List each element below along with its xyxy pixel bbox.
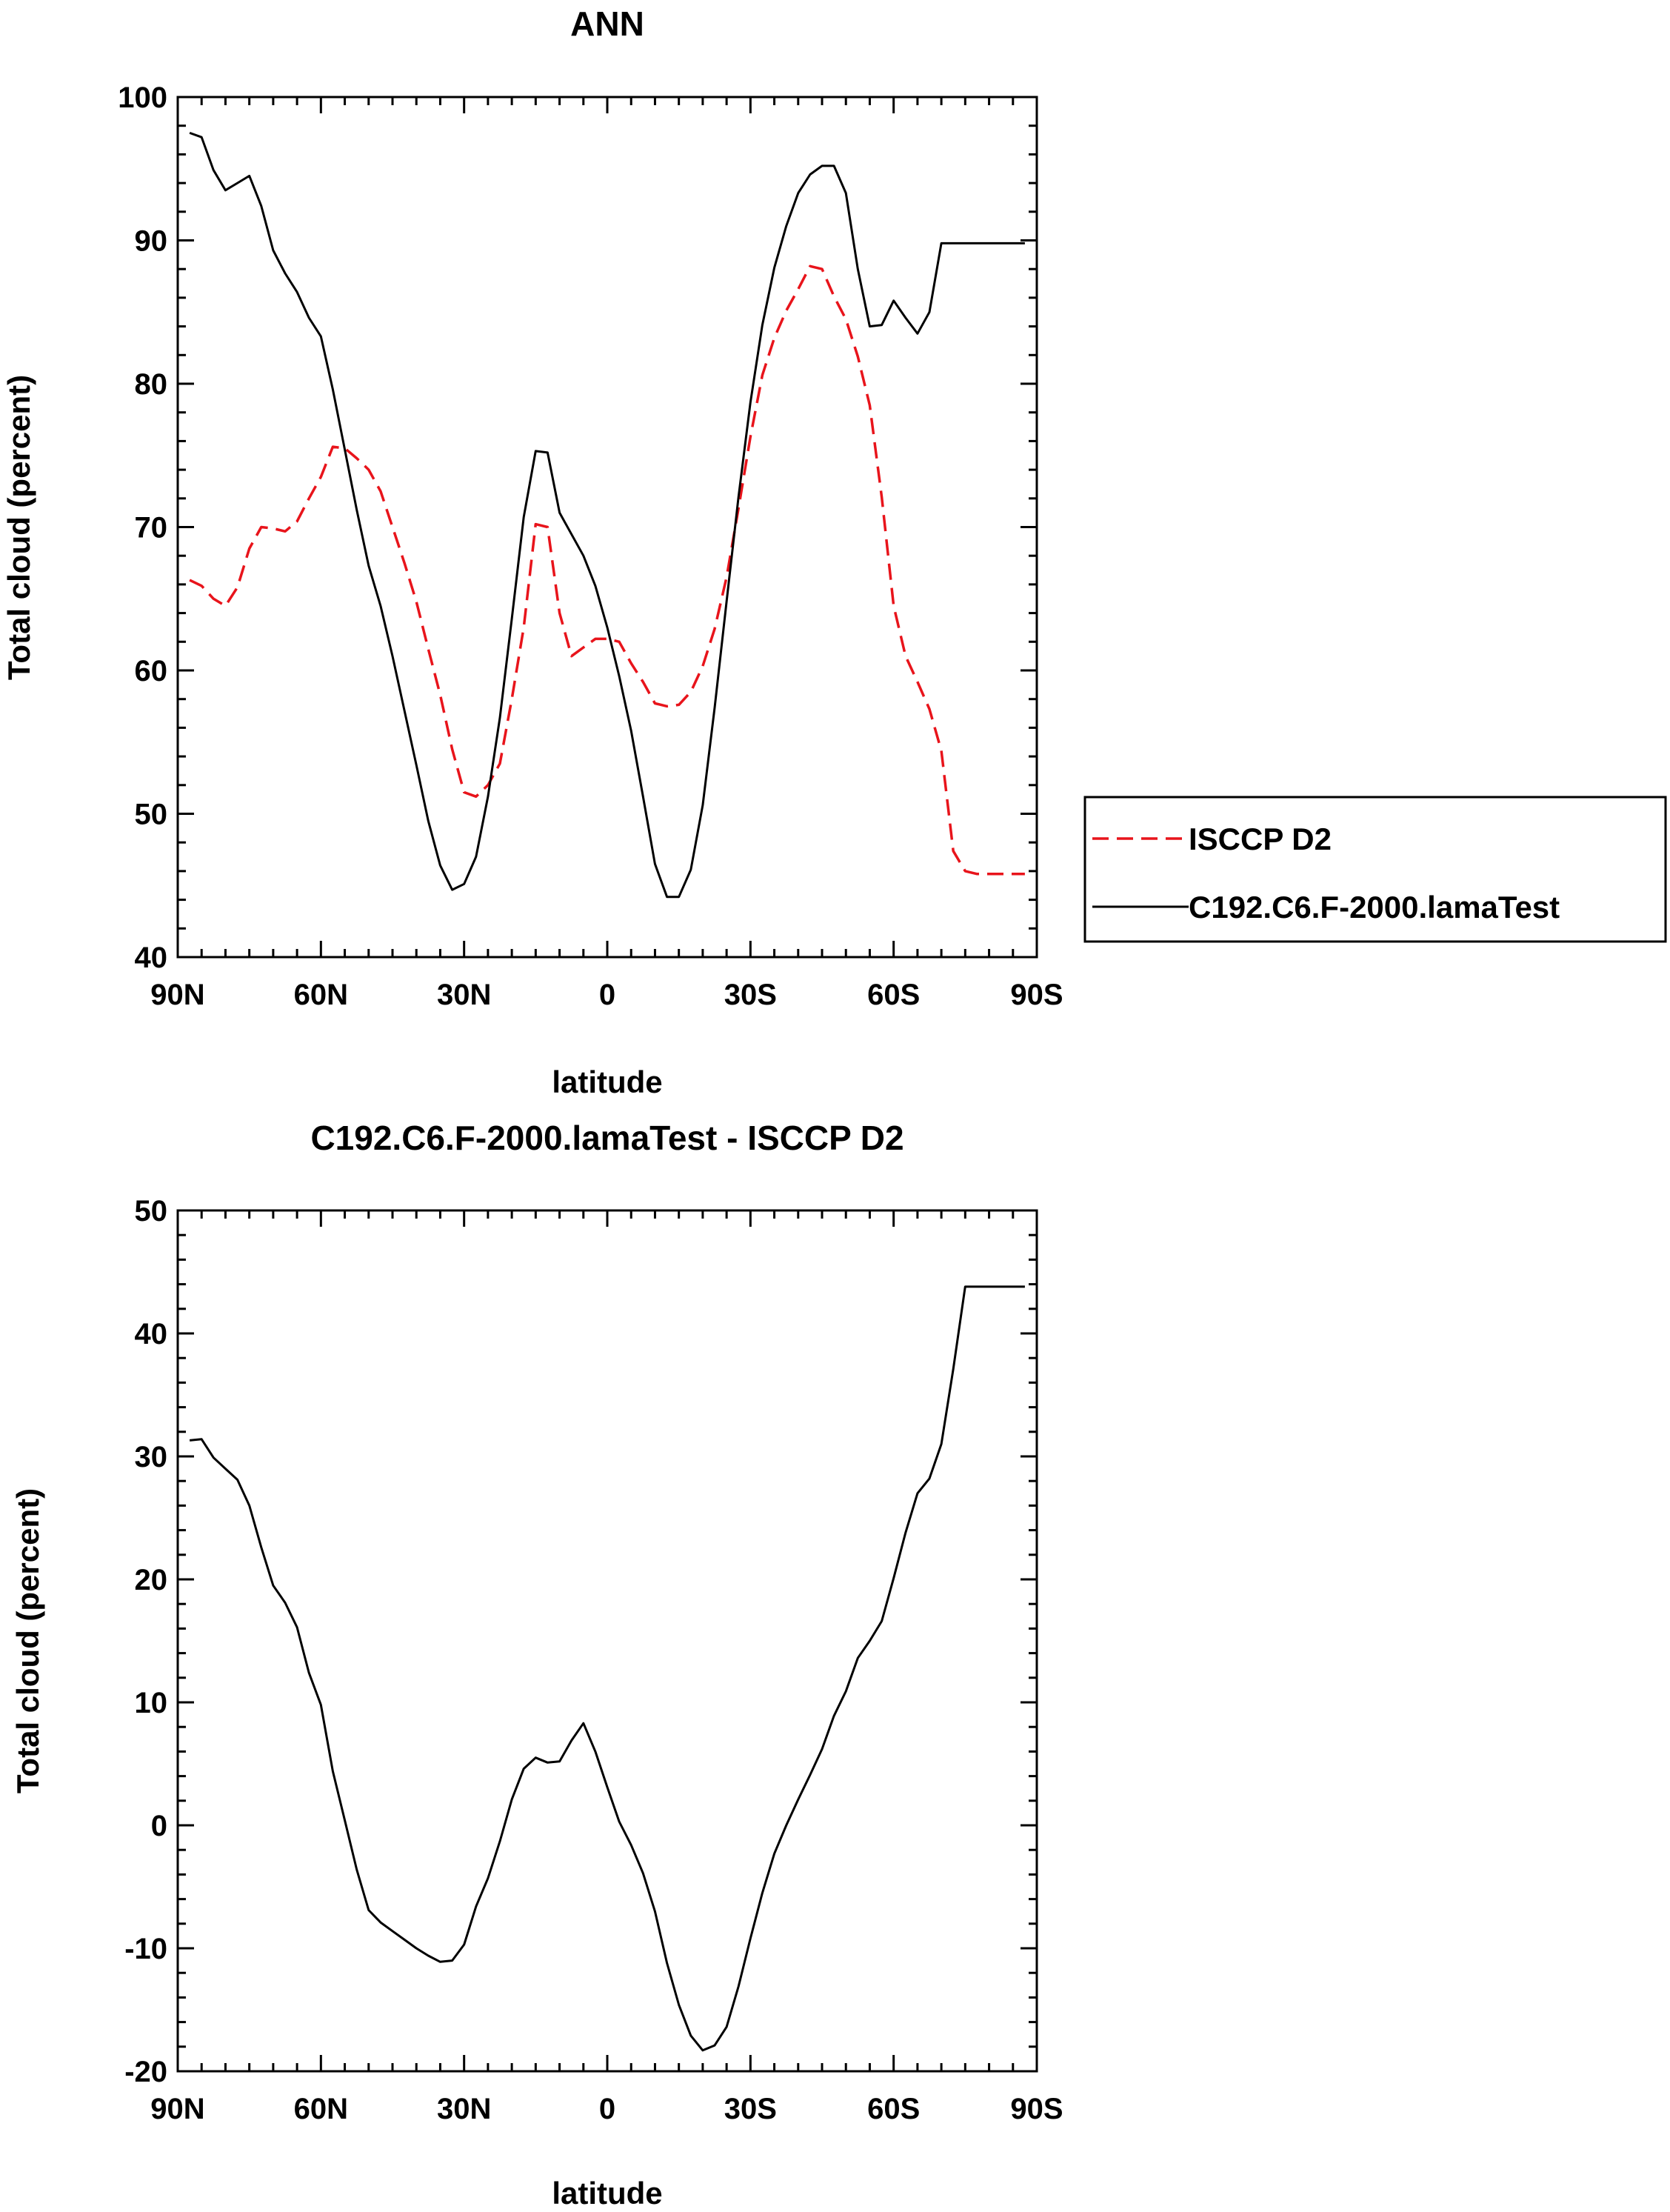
y-tick-label: 50 bbox=[135, 799, 168, 831]
y-axis-label: Total cloud (percent) bbox=[1, 375, 36, 680]
x-axis-label: latitude bbox=[552, 2176, 662, 2211]
x-tick-label: 90S bbox=[1010, 979, 1063, 1011]
chart-title: C192.C6.F-2000.lamaTest - ISCCP D2 bbox=[310, 1119, 904, 1157]
y-tick-label: 60 bbox=[135, 655, 168, 687]
legend-label-isccp: ISCCP D2 bbox=[1189, 822, 1332, 856]
x-tick-label: 90S bbox=[1010, 2093, 1063, 2125]
y-tick-labels: -20 -10 0 10 20 30 40 50 bbox=[124, 1195, 167, 2088]
x-tick-label: 30S bbox=[724, 979, 777, 1011]
plot-area bbox=[176, 96, 1038, 959]
series-line-0 bbox=[189, 1285, 1025, 2052]
y-tick-labels: 40 50 60 70 80 90 100 bbox=[118, 81, 167, 974]
y-tick-label: 40 bbox=[135, 1318, 168, 1350]
x-tick-label: 0 bbox=[599, 2093, 615, 2125]
plot-area bbox=[176, 1209, 1038, 2073]
x-tick-label: 60N bbox=[294, 2093, 348, 2125]
x-tick-label: 30N bbox=[437, 2093, 491, 2125]
series-group bbox=[189, 1285, 1025, 2052]
y-tick-label: -20 bbox=[124, 2056, 167, 2088]
y-tick-label: 70 bbox=[135, 512, 168, 544]
legend-label-model: C192.C6.F-2000.lamaTest bbox=[1189, 890, 1560, 925]
x-tick-label: 60S bbox=[867, 2093, 920, 2125]
plot-frame bbox=[176, 1209, 1038, 2073]
y-tick-label: 20 bbox=[135, 1564, 168, 1596]
x-tick-label: 60N bbox=[294, 979, 348, 1011]
x-axis-label: latitude bbox=[552, 1065, 662, 1099]
chart-title: ANN bbox=[570, 4, 644, 43]
tick-marks bbox=[176, 1209, 1038, 2073]
y-tick-label: 30 bbox=[135, 1441, 168, 1473]
panel-difference: C192.C6.F-2000.lamaTest - ISCCP D2 90N 60… bbox=[10, 1119, 1063, 2211]
legend-item-isccp: ISCCP D2 bbox=[1092, 822, 1332, 856]
x-tick-label: 90N bbox=[150, 2093, 204, 2125]
legend-item-model: C192.C6.F-2000.lamaTest bbox=[1092, 890, 1560, 925]
y-tick-label: -10 bbox=[124, 1933, 167, 1965]
x-tick-label: 90N bbox=[150, 979, 204, 1011]
legend-box bbox=[1083, 796, 1667, 943]
y-tick-label: 80 bbox=[135, 368, 168, 401]
x-tick-labels: 90N 60N 30N 0 30S 60S 90S bbox=[150, 2093, 1063, 2125]
x-tick-labels: 90N 60N 30N 0 30S 60S 90S bbox=[150, 979, 1063, 1011]
y-tick-label: 0 bbox=[151, 1810, 167, 1842]
y-tick-label: 10 bbox=[135, 1687, 168, 1719]
series-group bbox=[189, 131, 1025, 899]
y-tick-label: 40 bbox=[135, 942, 168, 974]
plot-frame bbox=[176, 96, 1038, 959]
y-axis-label: Total cloud (percent) bbox=[10, 1488, 45, 1793]
series-line-0 bbox=[189, 264, 1025, 876]
panel-ann: ANN 90N 60N 30N 0 30S 60S 90S 405060708090100 … bbox=[1, 4, 1667, 1099]
y-tick-label: 50 bbox=[135, 1195, 168, 1227]
x-tick-label: 60S bbox=[867, 979, 920, 1011]
series-line-1 bbox=[189, 131, 1025, 899]
x-tick-label: 30N bbox=[437, 979, 491, 1011]
tick-marks bbox=[176, 96, 1038, 959]
y-tick-label: 90 bbox=[135, 225, 168, 258]
x-tick-label: 0 bbox=[599, 979, 615, 1011]
y-tick-label: 100 bbox=[118, 81, 167, 114]
x-tick-label: 30S bbox=[724, 2093, 777, 2125]
legend: ISCCP D2 C192.C6.F-2000.lamaTest bbox=[1083, 796, 1667, 943]
